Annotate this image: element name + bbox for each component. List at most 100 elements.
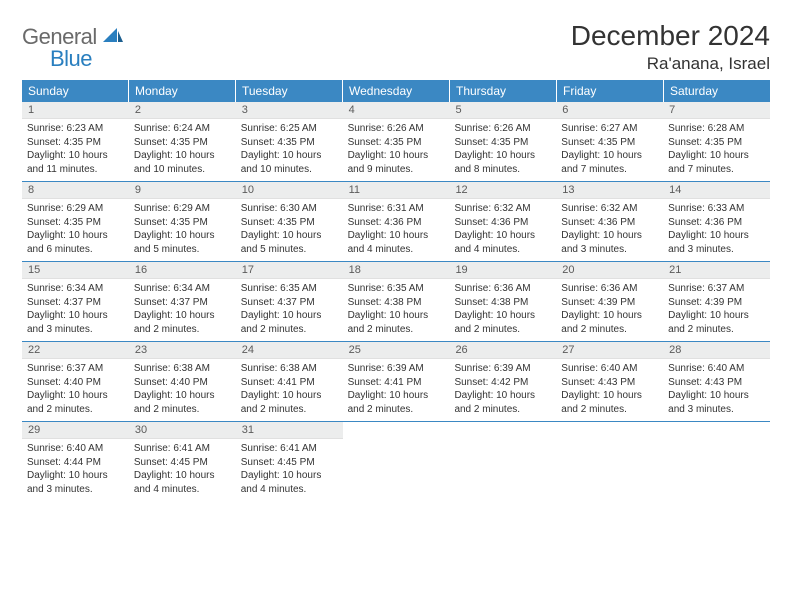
day-number: 6 <box>556 102 663 119</box>
sunset-line: Sunset: 4:36 PM <box>348 216 445 230</box>
daylight-line: Daylight: 10 hours and 5 minutes. <box>241 229 338 256</box>
sunset-line: Sunset: 4:36 PM <box>668 216 765 230</box>
day-body: Sunrise: 6:35 AMSunset: 4:37 PMDaylight:… <box>236 279 343 341</box>
sunrise-line: Sunrise: 6:29 AM <box>134 202 231 216</box>
daylight-line: Daylight: 10 hours and 7 minutes. <box>668 149 765 176</box>
sunset-line: Sunset: 4:45 PM <box>134 456 231 470</box>
day-body: Sunrise: 6:31 AMSunset: 4:36 PMDaylight:… <box>343 199 450 261</box>
location: Ra'anana, Israel <box>571 54 770 74</box>
sunset-line: Sunset: 4:36 PM <box>454 216 551 230</box>
day-number: 23 <box>129 342 236 359</box>
day-number: 9 <box>129 182 236 199</box>
day-cell: 19Sunrise: 6:36 AMSunset: 4:38 PMDayligh… <box>449 262 556 341</box>
sunset-line: Sunset: 4:41 PM <box>348 376 445 390</box>
daylight-line: Daylight: 10 hours and 2 minutes. <box>668 309 765 336</box>
day-number: 5 <box>449 102 556 119</box>
day-body: Sunrise: 6:34 AMSunset: 4:37 PMDaylight:… <box>22 279 129 341</box>
sunrise-line: Sunrise: 6:27 AM <box>561 122 658 136</box>
sunrise-line: Sunrise: 6:39 AM <box>454 362 551 376</box>
daylight-line: Daylight: 10 hours and 9 minutes. <box>348 149 445 176</box>
day-cell: 26Sunrise: 6:39 AMSunset: 4:42 PMDayligh… <box>449 342 556 421</box>
sunset-line: Sunset: 4:41 PM <box>241 376 338 390</box>
daylight-line: Daylight: 10 hours and 4 minutes. <box>454 229 551 256</box>
logo-text-2: Blue <box>50 46 123 72</box>
week-row: 15Sunrise: 6:34 AMSunset: 4:37 PMDayligh… <box>22 262 770 342</box>
day-cell: 16Sunrise: 6:34 AMSunset: 4:37 PMDayligh… <box>129 262 236 341</box>
sunrise-line: Sunrise: 6:37 AM <box>27 362 124 376</box>
calendar-page: General Blue December 2024 Ra'anana, Isr… <box>0 0 792 511</box>
day-body: Sunrise: 6:40 AMSunset: 4:44 PMDaylight:… <box>22 439 129 501</box>
day-number: 7 <box>663 102 770 119</box>
sunrise-line: Sunrise: 6:32 AM <box>561 202 658 216</box>
sunset-line: Sunset: 4:39 PM <box>561 296 658 310</box>
sunrise-line: Sunrise: 6:28 AM <box>668 122 765 136</box>
sunrise-line: Sunrise: 6:29 AM <box>27 202 124 216</box>
sunrise-line: Sunrise: 6:26 AM <box>348 122 445 136</box>
weekday-col-3: Wednesday <box>343 80 450 102</box>
day-cell <box>556 422 663 501</box>
day-body: Sunrise: 6:29 AMSunset: 4:35 PMDaylight:… <box>129 199 236 261</box>
daylight-line: Daylight: 10 hours and 2 minutes. <box>348 389 445 416</box>
day-cell: 13Sunrise: 6:32 AMSunset: 4:36 PMDayligh… <box>556 182 663 261</box>
day-body: Sunrise: 6:32 AMSunset: 4:36 PMDaylight:… <box>449 199 556 261</box>
day-number: 3 <box>236 102 343 119</box>
sunset-line: Sunset: 4:37 PM <box>27 296 124 310</box>
sunrise-line: Sunrise: 6:38 AM <box>134 362 231 376</box>
daylight-line: Daylight: 10 hours and 2 minutes. <box>454 309 551 336</box>
daylight-line: Daylight: 10 hours and 5 minutes. <box>134 229 231 256</box>
title-block: December 2024 Ra'anana, Israel <box>571 20 770 74</box>
day-cell <box>663 422 770 501</box>
day-body: Sunrise: 6:32 AMSunset: 4:36 PMDaylight:… <box>556 199 663 261</box>
sunset-line: Sunset: 4:36 PM <box>561 216 658 230</box>
daylight-line: Daylight: 10 hours and 3 minutes. <box>561 229 658 256</box>
sunset-line: Sunset: 4:37 PM <box>134 296 231 310</box>
sunset-line: Sunset: 4:42 PM <box>454 376 551 390</box>
logo: General Blue <box>22 20 123 72</box>
day-cell <box>449 422 556 501</box>
sunset-line: Sunset: 4:40 PM <box>27 376 124 390</box>
sunrise-line: Sunrise: 6:35 AM <box>348 282 445 296</box>
day-number: 25 <box>343 342 450 359</box>
sunset-line: Sunset: 4:43 PM <box>561 376 658 390</box>
day-body: Sunrise: 6:25 AMSunset: 4:35 PMDaylight:… <box>236 119 343 181</box>
sunrise-line: Sunrise: 6:26 AM <box>454 122 551 136</box>
sunset-line: Sunset: 4:35 PM <box>134 136 231 150</box>
day-number: 8 <box>22 182 129 199</box>
daylight-line: Daylight: 10 hours and 3 minutes. <box>668 229 765 256</box>
day-cell: 15Sunrise: 6:34 AMSunset: 4:37 PMDayligh… <box>22 262 129 341</box>
daylight-line: Daylight: 10 hours and 2 minutes. <box>27 389 124 416</box>
day-cell: 21Sunrise: 6:37 AMSunset: 4:39 PMDayligh… <box>663 262 770 341</box>
daylight-line: Daylight: 10 hours and 7 minutes. <box>561 149 658 176</box>
day-body: Sunrise: 6:36 AMSunset: 4:38 PMDaylight:… <box>449 279 556 341</box>
sunset-line: Sunset: 4:35 PM <box>241 216 338 230</box>
sunrise-line: Sunrise: 6:24 AM <box>134 122 231 136</box>
day-body: Sunrise: 6:41 AMSunset: 4:45 PMDaylight:… <box>236 439 343 501</box>
day-body: Sunrise: 6:30 AMSunset: 4:35 PMDaylight:… <box>236 199 343 261</box>
day-cell: 20Sunrise: 6:36 AMSunset: 4:39 PMDayligh… <box>556 262 663 341</box>
day-number: 26 <box>449 342 556 359</box>
sunset-line: Sunset: 4:35 PM <box>134 216 231 230</box>
sunrise-line: Sunrise: 6:36 AM <box>561 282 658 296</box>
day-cell: 17Sunrise: 6:35 AMSunset: 4:37 PMDayligh… <box>236 262 343 341</box>
month-title: December 2024 <box>571 20 770 52</box>
sunrise-line: Sunrise: 6:33 AM <box>668 202 765 216</box>
sunrise-line: Sunrise: 6:39 AM <box>348 362 445 376</box>
day-cell: 5Sunrise: 6:26 AMSunset: 4:35 PMDaylight… <box>449 102 556 181</box>
daylight-line: Daylight: 10 hours and 4 minutes. <box>348 229 445 256</box>
day-cell: 2Sunrise: 6:24 AMSunset: 4:35 PMDaylight… <box>129 102 236 181</box>
daylight-line: Daylight: 10 hours and 8 minutes. <box>454 149 551 176</box>
day-cell: 22Sunrise: 6:37 AMSunset: 4:40 PMDayligh… <box>22 342 129 421</box>
day-cell: 27Sunrise: 6:40 AMSunset: 4:43 PMDayligh… <box>556 342 663 421</box>
sunset-line: Sunset: 4:44 PM <box>27 456 124 470</box>
day-body: Sunrise: 6:38 AMSunset: 4:41 PMDaylight:… <box>236 359 343 421</box>
sunrise-line: Sunrise: 6:30 AM <box>241 202 338 216</box>
sunset-line: Sunset: 4:35 PM <box>27 136 124 150</box>
sunrise-line: Sunrise: 6:41 AM <box>134 442 231 456</box>
sunrise-line: Sunrise: 6:23 AM <box>27 122 124 136</box>
daylight-line: Daylight: 10 hours and 2 minutes. <box>561 389 658 416</box>
daylight-line: Daylight: 10 hours and 2 minutes. <box>241 389 338 416</box>
day-body: Sunrise: 6:37 AMSunset: 4:39 PMDaylight:… <box>663 279 770 341</box>
sunset-line: Sunset: 4:45 PM <box>241 456 338 470</box>
weekday-header: SundayMondayTuesdayWednesdayThursdayFrid… <box>22 80 770 102</box>
day-number: 30 <box>129 422 236 439</box>
